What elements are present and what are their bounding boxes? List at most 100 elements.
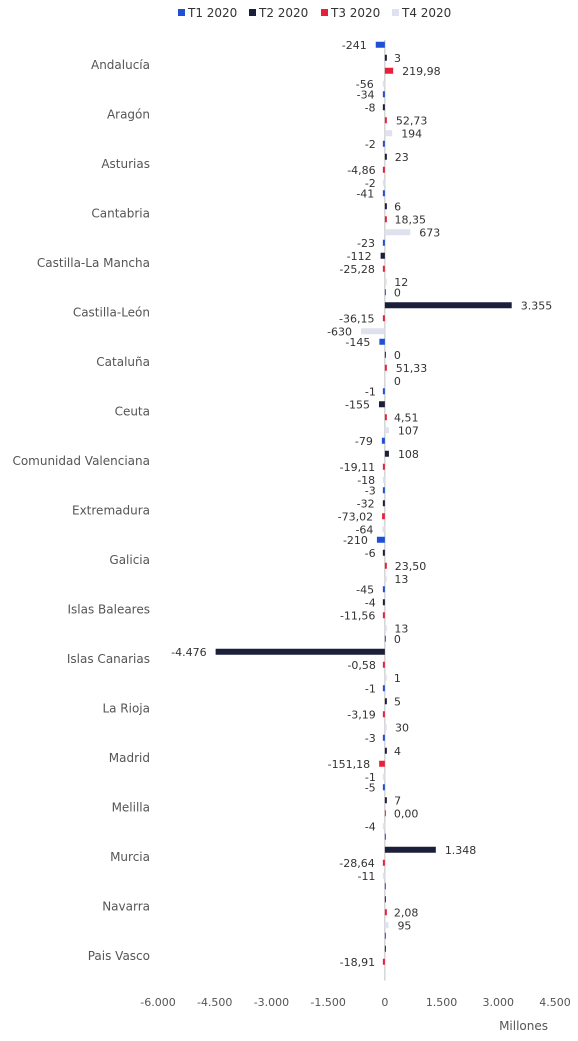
bar: [384, 153, 387, 160]
legend-label: T3 2020: [330, 6, 380, 20]
bar: [378, 401, 385, 408]
bar: [384, 302, 512, 309]
bar: [382, 526, 385, 533]
data-label: 1.348: [445, 844, 477, 857]
bar: [384, 575, 387, 582]
data-label: -79: [355, 435, 373, 448]
legend-swatch: [392, 9, 399, 16]
bar: [382, 80, 385, 87]
category-label: Aragón: [107, 107, 150, 121]
bar: [384, 797, 387, 804]
legend-label: T4 2020: [401, 6, 451, 20]
data-label: 12: [394, 276, 408, 289]
data-label: 4: [394, 745, 401, 758]
data-label: 1: [394, 672, 401, 685]
bar: [384, 625, 387, 632]
data-label: -2: [365, 138, 376, 151]
data-label: -18: [357, 474, 375, 487]
bar: [382, 958, 385, 965]
legend-swatch: [321, 9, 328, 16]
category-label: Castilla-León: [73, 305, 150, 319]
bar: [382, 388, 385, 395]
category-labels-group: Andalucía Aragón Asturias Cantabria Castilla…: [12, 58, 150, 963]
legend-swatch: [249, 9, 256, 16]
category-label: Asturias: [101, 157, 150, 171]
data-label: -32: [357, 497, 375, 510]
category-label: Castilla-La Mancha: [37, 256, 150, 270]
bar: [382, 315, 385, 322]
bar: [382, 140, 385, 147]
bar: [384, 909, 387, 916]
bar: [384, 883, 386, 890]
data-label: -4: [365, 596, 376, 609]
data-label: -2: [365, 177, 376, 190]
data-label: -1: [365, 682, 376, 695]
data-label: 51,33: [396, 362, 428, 375]
bar: [382, 549, 385, 556]
category-label: Ceuta: [115, 404, 150, 418]
bar: [376, 536, 385, 543]
x-tick-label: -3.000: [254, 996, 289, 1009]
data-label: 6: [394, 200, 401, 213]
data-label: 108: [398, 448, 419, 461]
data-label: 52,73: [396, 114, 428, 127]
bar: [380, 252, 385, 259]
bar: [384, 724, 387, 731]
bar: [375, 41, 385, 48]
category-label: Murcia: [110, 850, 150, 864]
bar: [384, 896, 386, 903]
legend-label: T2 2020: [258, 6, 308, 20]
x-axis-title: Millones: [499, 1019, 548, 1033]
data-label: -1: [365, 385, 376, 398]
data-label: 673: [419, 226, 440, 239]
bar: [382, 784, 385, 791]
data-label: -241: [342, 39, 367, 52]
bars-group: [215, 41, 512, 978]
category-label: Cataluña: [96, 355, 150, 369]
bar: [384, 945, 386, 952]
bar: [382, 711, 385, 718]
category-label: Islas Canarias: [67, 652, 150, 666]
data-label: 219,98: [402, 65, 441, 78]
bar: [382, 487, 385, 494]
bar: [382, 91, 385, 98]
data-label: 4,51: [394, 411, 419, 424]
data-label: -4,86: [347, 164, 375, 177]
bar: [384, 932, 386, 939]
category-label: Galicia: [109, 553, 150, 567]
data-label: -5: [365, 781, 376, 794]
data-label: -3: [365, 732, 376, 745]
data-label: -0,58: [347, 659, 375, 672]
data-label: -112: [347, 250, 372, 263]
bar: [381, 437, 385, 444]
data-label: 95: [397, 919, 411, 932]
bar: [384, 635, 386, 642]
category-label: Andalucía: [91, 58, 150, 72]
bar: [382, 179, 385, 186]
bar: [384, 747, 387, 754]
data-label: -3: [365, 484, 376, 497]
data-label: -28,64: [339, 857, 374, 870]
bar: [384, 130, 393, 137]
legend-label: T1 2020: [187, 6, 237, 20]
bar: [382, 190, 385, 197]
data-label: -4: [365, 820, 376, 833]
bar: [215, 648, 385, 655]
bar: [379, 338, 385, 345]
data-label: -151,18: [328, 758, 370, 771]
bar: [384, 846, 436, 853]
data-label: -145: [345, 336, 370, 349]
bar: [382, 166, 385, 173]
bar: [382, 612, 385, 619]
bar: [382, 734, 385, 741]
category-label: Cantabria: [91, 206, 150, 220]
bar: [384, 833, 386, 840]
data-label: 0: [394, 375, 401, 388]
bar: [382, 773, 385, 780]
category-label: Melilla: [112, 800, 150, 814]
legend-item: T2 2020: [249, 6, 308, 20]
data-label: -25,28: [339, 263, 374, 276]
bar: [384, 67, 394, 74]
bar: [382, 586, 385, 593]
data-label: 13: [394, 622, 408, 635]
